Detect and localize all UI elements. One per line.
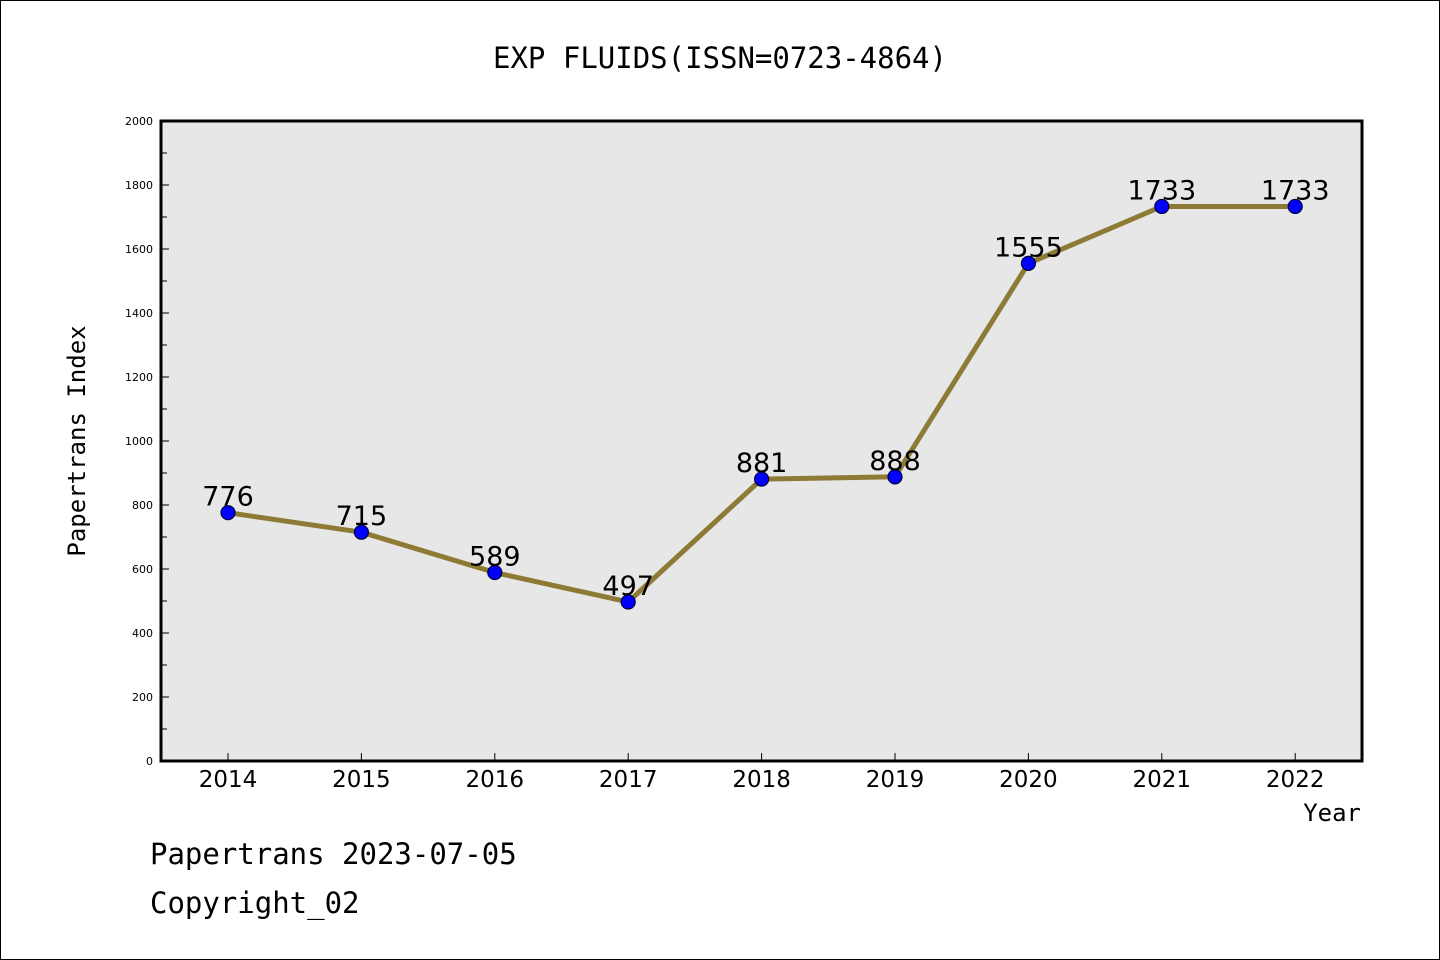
data-point-label: 497: [602, 571, 654, 602]
y-tick-label: 1400: [125, 307, 153, 320]
x-tick-label: 2015: [332, 767, 391, 793]
footer-date-line: Papertrans 2023-07-05: [150, 837, 517, 871]
plot-area: [161, 121, 1362, 761]
x-tick-label: 2019: [866, 767, 925, 793]
y-tick-label: 1000: [125, 435, 153, 448]
data-point-marker: [1020, 255, 1037, 271]
x-tick-label: 2014: [199, 767, 258, 793]
data-point-marker: [487, 564, 503, 581]
data-point-label: 1733: [1127, 175, 1196, 206]
data-point-label: 776: [202, 482, 254, 513]
data-point-marker: [1154, 198, 1170, 215]
data-point-label: 1555: [994, 232, 1063, 263]
data-point-label: 589: [469, 542, 521, 573]
y-tick-label: 1200: [125, 371, 153, 384]
data-point-marker: [1287, 198, 1303, 215]
y-tick-label: 800: [132, 499, 153, 512]
x-tick-label: 2020: [999, 767, 1058, 793]
data-point-label: 888: [869, 446, 921, 477]
data-point-label: 881: [736, 448, 788, 479]
x-tick-label: 2022: [1266, 767, 1325, 793]
footer-copyright: Copyright_02: [150, 886, 360, 920]
y-tick-label: 1800: [125, 179, 153, 192]
x-axis-ticks: 2014 2015 2016 2017 2018 2019 2020 2021 2022: [199, 753, 1325, 793]
y-tick-label: 200: [132, 691, 153, 704]
data-point-marker: [620, 594, 636, 610]
data-point-label: 715: [336, 501, 388, 532]
data-markers: [220, 198, 1303, 610]
x-tick-label: 2018: [732, 767, 791, 793]
x-tick-label: 2017: [599, 767, 658, 793]
y-tick-label: 2000: [125, 115, 153, 128]
data-point-marker: [887, 469, 903, 485]
y-tick-label: 1600: [125, 243, 153, 256]
y-tick-label: 400: [132, 627, 153, 640]
data-point-label: 1733: [1261, 175, 1330, 206]
y-tick-label: 0: [146, 755, 153, 768]
chart-title: EXP FLUIDS(ISSN=0723-4864): [493, 41, 947, 75]
plot-border: [159, 119, 1364, 763]
x-axis-label: Year: [1303, 799, 1361, 827]
data-point-marker: [220, 505, 236, 521]
y-axis-label: Papertrans Index: [63, 325, 91, 556]
data-labels: 776 715 589 497 881 888 1555 1733 1733: [202, 175, 1329, 602]
x-tick-label: 2021: [1133, 767, 1192, 793]
x-tick-label: 2016: [466, 767, 525, 793]
data-point-marker: [353, 524, 369, 540]
y-tick-label: 600: [132, 563, 153, 576]
data-point-marker: [753, 471, 770, 487]
